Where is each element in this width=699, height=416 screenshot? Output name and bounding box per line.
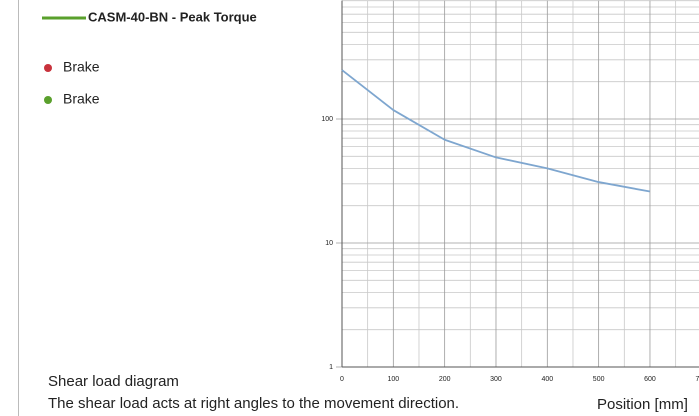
legend-label: Brake: [63, 91, 100, 107]
y-tick-label: 10: [325, 240, 333, 247]
x-tick-label: 600: [644, 376, 656, 383]
legend-label: CASM-40-BN - Peak Torque: [88, 9, 257, 24]
x-tick-label: 400: [541, 376, 553, 383]
x-tick-label: 500: [593, 376, 605, 383]
legend-swatch: [44, 96, 52, 104]
x-tick-label: 0: [340, 376, 344, 383]
series-line: [341, 69, 651, 193]
y-tick-label: 1: [329, 364, 333, 371]
x-axis-label: Position [mm]: [597, 396, 688, 413]
x-tick-label: 700: [695, 376, 699, 383]
x-tick-label: 300: [490, 376, 502, 383]
legend-swatch: [44, 64, 52, 72]
x-tick-label: 200: [439, 376, 451, 383]
legend-label: Brake: [63, 59, 100, 75]
x-tick-label: 100: [387, 376, 399, 383]
description: The shear load acts at right angles to t…: [48, 395, 459, 412]
y-tick-label: 100: [321, 116, 333, 123]
caption: Shear load diagram: [48, 373, 179, 390]
